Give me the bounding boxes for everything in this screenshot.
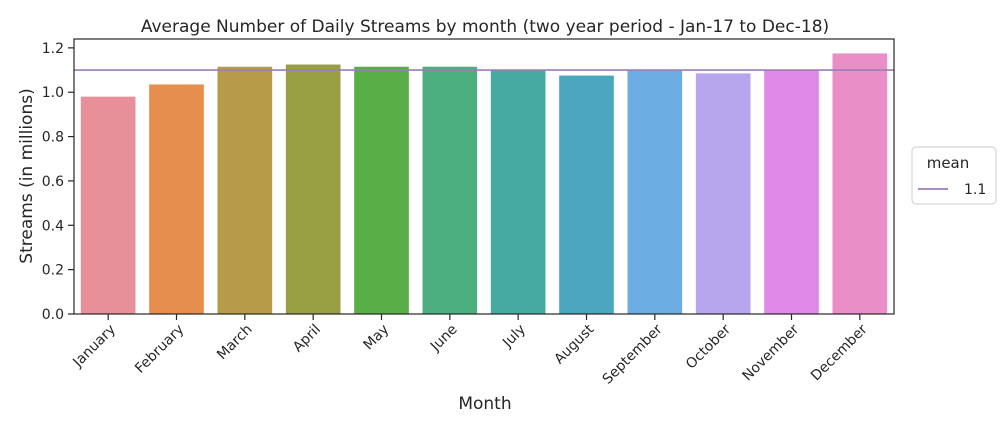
bar-april	[285, 64, 341, 315]
x-tick-label: October	[683, 321, 734, 372]
bar-march	[217, 66, 273, 314]
x-tick-label: September	[600, 321, 666, 387]
x-axis-label: Month	[458, 394, 511, 414]
plot-frame	[73, 38, 895, 315]
y-tick-label: 0.4	[42, 218, 64, 234]
x-tick-label: May	[361, 322, 393, 354]
bar-june	[422, 66, 478, 314]
y-axis: 0.0 0.2 0.4 0.6 0.8 1.0 1.2	[42, 41, 74, 323]
y-tick-label: 0.8	[42, 130, 64, 146]
y-tick-label: 0.2	[42, 263, 64, 279]
bar-december	[832, 53, 888, 315]
x-tick-label: November	[740, 321, 803, 384]
legend: mean 1.1	[911, 146, 997, 205]
legend-label-mean: 1.1	[964, 182, 986, 198]
bar-november	[764, 70, 819, 314]
x-tick-label: December	[808, 321, 871, 384]
bar-july	[490, 70, 546, 314]
y-tick-label: 1.2	[42, 41, 64, 57]
x-tick-label: February	[132, 322, 187, 377]
bar-february	[149, 84, 204, 314]
bar-october	[695, 73, 751, 314]
y-tick-label: 1.0	[42, 85, 64, 101]
bar-september	[627, 70, 683, 314]
x-tick-label: April	[290, 322, 324, 356]
x-tick-label: June	[427, 322, 461, 356]
x-tick-label: August	[551, 321, 597, 367]
bar-august	[559, 75, 614, 314]
legend-title: mean	[927, 154, 970, 172]
x-axis: January February March April May June July Augu…	[69, 314, 871, 388]
x-tick-label: January	[69, 322, 119, 372]
x-tick-label: July	[499, 322, 529, 352]
chart-title: Average Number of Daily Streams by month…	[141, 17, 829, 37]
x-tick-label: March	[214, 322, 255, 363]
y-axis-label: Streams (in millions)	[17, 88, 37, 263]
bars	[80, 53, 888, 315]
bar-may	[354, 66, 409, 314]
bar-january	[80, 96, 136, 315]
y-tick-label: 0.6	[42, 174, 64, 190]
y-tick-label: 0.0	[42, 307, 64, 323]
